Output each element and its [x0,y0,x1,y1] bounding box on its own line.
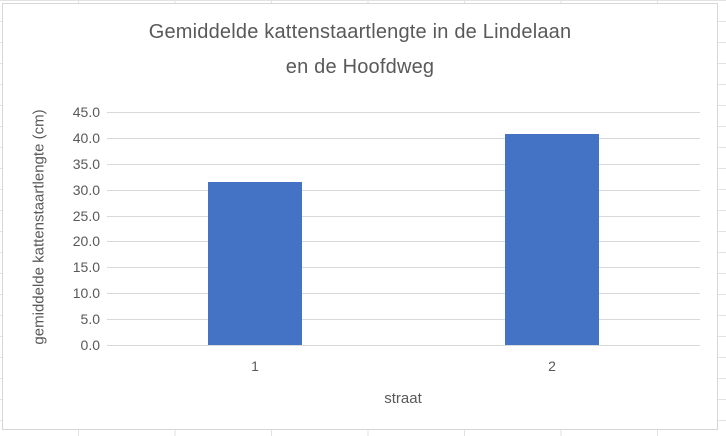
bar-category-1[interactable] [208,182,302,345]
x-tick-label-2: 2 [548,358,556,374]
gridline-15.0 [107,267,700,268]
y-tick-label-45.0: 45.0 [72,104,100,120]
y-tick-label-35.0: 35.0 [72,156,100,172]
y-tick-label-20.0: 20.0 [72,233,100,249]
chart-title-line-1: Gemiddelde kattenstaartlengte in de Lind… [148,21,572,43]
y-tick-label-0.0: 0.0 [80,337,100,353]
gridline-10.0 [107,293,700,294]
gridline-25.0 [107,216,700,217]
y-tick-label-5.0: 5.0 [80,311,100,327]
gridline-45.0 [107,112,700,113]
gridline-30.0 [107,190,700,191]
gridline-35.0 [107,164,700,165]
x-tick-label-1: 1 [251,358,259,374]
plot-area [107,112,700,346]
y-tick-label-25.0: 25.0 [72,208,100,224]
gridline-20.0 [107,241,700,242]
gridline-40.0 [107,138,700,139]
gridline-5.0 [107,319,700,320]
chart-title: Gemiddelde kattenstaartlengte in de Lind… [3,15,717,85]
chart-object[interactable]: Gemiddelde kattenstaartlengte in de Lind… [2,3,718,430]
chart-title-line-2: en de Hoofdweg [285,56,435,78]
y-tick-label-10.0: 10.0 [72,285,100,301]
y-tick-label-40.0: 40.0 [72,130,100,146]
x-axis-title: straat [384,390,422,407]
y-tick-label-15.0: 15.0 [72,259,100,275]
y-tick-label-30.0: 30.0 [72,182,100,198]
gridline-0.0 [107,345,700,346]
bar-category-2[interactable] [505,134,599,345]
